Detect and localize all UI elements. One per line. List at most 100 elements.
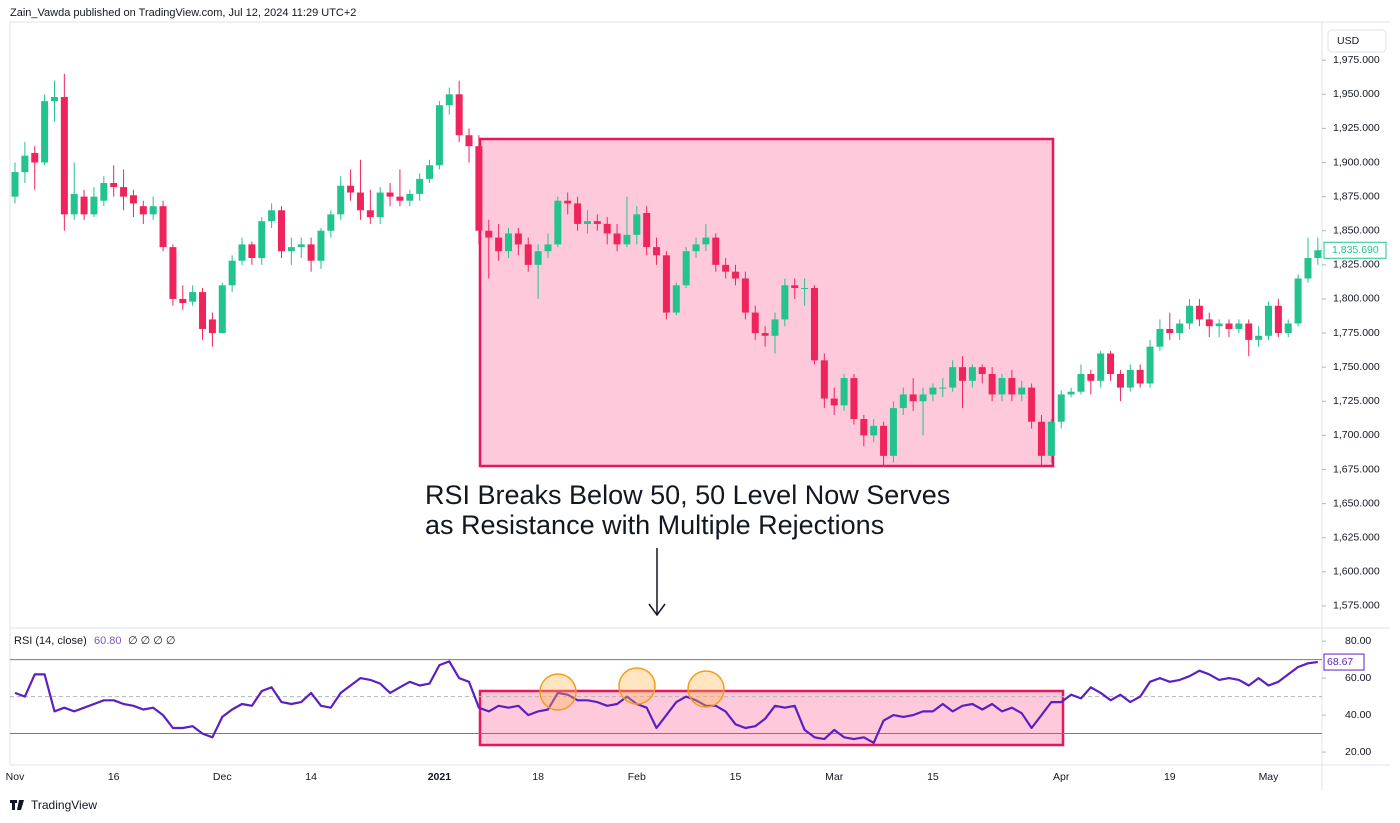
candle-body <box>1235 323 1243 329</box>
x-tick-label: Nov <box>6 771 25 783</box>
candle-body <box>662 255 670 313</box>
candle-body <box>978 367 986 374</box>
candle-body <box>396 196 404 201</box>
candle-body <box>643 212 651 248</box>
candle-body <box>485 230 493 238</box>
arrow-head <box>648 603 666 617</box>
candle-body <box>860 418 868 436</box>
candle-body <box>761 333 769 336</box>
candle-body <box>524 244 532 265</box>
x-tick-label: 2021 <box>428 771 452 783</box>
x-tick-label: Dec <box>213 771 232 783</box>
candle-body <box>41 101 49 163</box>
currency[interactable]: USD <box>1337 35 1360 47</box>
candle-body <box>801 288 809 290</box>
candle-body <box>1186 305 1194 324</box>
rsi-last-label: 68.67 <box>1327 656 1353 668</box>
x-tick-label: 15 <box>927 771 939 783</box>
candle-body <box>90 196 98 215</box>
candle-body <box>70 193 78 215</box>
candle-body <box>139 206 147 215</box>
rsi-header-extras: ∅ ∅ ∅ ∅ <box>128 635 176 647</box>
candle-body <box>1304 258 1312 279</box>
currency-button[interactable] <box>1327 29 1387 53</box>
candle-body <box>179 298 187 304</box>
y-tick-label: 1,750.000 <box>1333 361 1380 373</box>
candle-body <box>327 214 335 231</box>
candle-body <box>939 387 947 389</box>
y-tick-label: 1,850.000 <box>1333 225 1380 237</box>
candle-body <box>1018 387 1026 395</box>
candle-body <box>672 285 680 313</box>
candle-body <box>31 152 39 163</box>
candle-body <box>149 206 157 215</box>
candle-body <box>159 206 167 248</box>
candle-body <box>712 237 720 265</box>
candle-body <box>791 285 799 289</box>
y-tick-label: 40.00 <box>1345 709 1371 721</box>
candle-body <box>268 210 276 222</box>
x-tick-label: 16 <box>108 771 120 783</box>
candle-body <box>455 94 463 136</box>
y-tick-label: 60.00 <box>1345 672 1371 684</box>
rsi-header-value: 60.80 <box>94 635 122 647</box>
candle-body <box>732 271 740 279</box>
candle-body <box>574 203 582 224</box>
candle-body <box>702 237 710 245</box>
candle-body <box>850 378 858 419</box>
y-tick-label: 1,825.000 <box>1333 259 1380 271</box>
candle-body <box>366 210 374 218</box>
candle-body <box>238 244 246 261</box>
y-tick-label: 1,650.000 <box>1333 497 1380 509</box>
candle-body <box>100 182 108 201</box>
y-tick-label: 1,625.000 <box>1333 531 1380 543</box>
candle-body <box>593 221 601 224</box>
candle-body <box>21 155 29 173</box>
candle-body <box>218 285 226 334</box>
y-tick-label: 1,725.000 <box>1333 395 1380 407</box>
y-tick-label: 80.00 <box>1345 635 1371 647</box>
candle-body <box>60 97 68 215</box>
candle-body <box>682 251 690 286</box>
candle-body <box>297 244 305 248</box>
candle-body <box>1176 323 1184 334</box>
candle-body <box>50 97 58 102</box>
x-tick-label: May <box>1259 771 1280 783</box>
candle-body <box>1225 323 1233 329</box>
y-tick-label: 1,900.000 <box>1333 156 1380 168</box>
candle-body <box>820 360 828 399</box>
x-tick-label: Mar <box>825 771 844 783</box>
candle-body <box>653 247 661 256</box>
candle-body <box>1116 373 1124 388</box>
candle-body <box>603 223 611 234</box>
candle-body <box>1166 328 1174 334</box>
candle-body <box>475 146 483 231</box>
x-tick-label: 18 <box>532 771 544 783</box>
last-price-label: 1,835.690 <box>1332 244 1379 256</box>
candle-body <box>337 185 345 215</box>
candle-body <box>1087 373 1095 381</box>
rsi-last-box <box>1323 653 1365 671</box>
candle-body <box>1047 421 1055 456</box>
candle-body <box>11 172 19 197</box>
candle-body <box>889 408 897 456</box>
candle-body <box>692 244 700 252</box>
candle-body <box>1255 335 1263 340</box>
y-tick-label: 1,950.000 <box>1333 88 1380 100</box>
candle-body <box>1136 369 1144 384</box>
candle-body <box>435 105 443 166</box>
candle-body <box>988 373 996 395</box>
candle-body <box>110 182 118 188</box>
candle-body <box>564 200 572 204</box>
candle-body <box>583 221 591 224</box>
y-tick-label: 1,875.000 <box>1333 190 1380 202</box>
candle-body <box>613 233 621 245</box>
candle-body <box>899 394 907 409</box>
candle-body <box>1195 305 1203 320</box>
rsi-title: RSI (14, close) <box>14 635 87 647</box>
candle-body <box>1008 378 1016 395</box>
y-tick-label: 1,925.000 <box>1333 122 1380 134</box>
candle-body <box>633 214 641 235</box>
candle-body <box>544 244 552 252</box>
candle-body <box>1274 305 1282 334</box>
